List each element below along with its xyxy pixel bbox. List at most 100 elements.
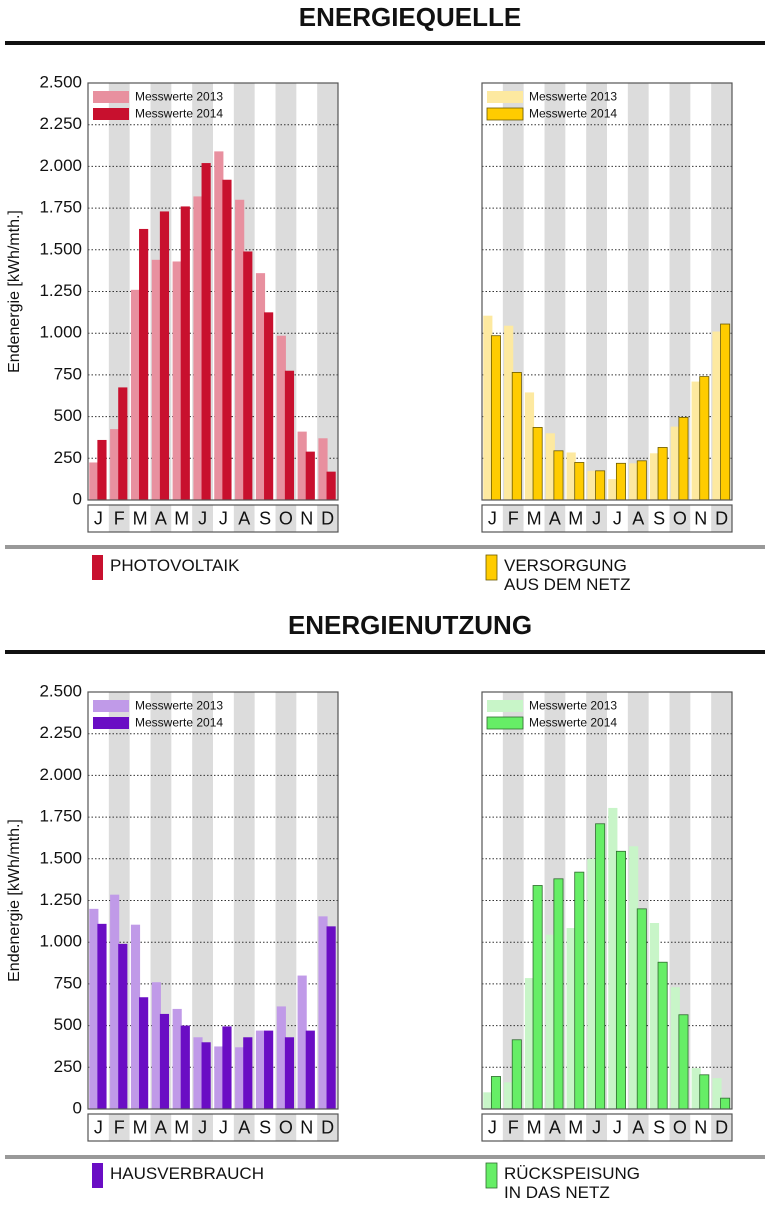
title-marker <box>485 1162 498 1189</box>
x-label-cell <box>129 505 151 532</box>
title-marker <box>92 555 103 580</box>
column-stripe <box>669 83 691 500</box>
x-tick-label: N <box>300 1117 313 1137</box>
bar <box>264 312 274 500</box>
bar <box>193 196 203 500</box>
bar <box>305 1030 315 1109</box>
bar <box>151 259 161 500</box>
bar <box>172 1008 182 1109</box>
legend-swatch <box>486 107 524 121</box>
x-tick-label: J <box>94 1117 103 1137</box>
x-label-cell <box>88 1114 109 1141</box>
bar <box>151 982 161 1109</box>
x-tick-label: D <box>715 508 728 528</box>
bar <box>130 924 141 1109</box>
bar <box>276 1006 286 1109</box>
bar <box>720 1097 731 1110</box>
bar <box>595 470 606 501</box>
x-label-cell <box>627 1114 649 1141</box>
x-label-cell <box>627 505 649 532</box>
bar <box>222 1026 232 1109</box>
bar <box>595 823 606 1110</box>
x-label-cell <box>213 1114 234 1141</box>
y-tick-label: 1.250 <box>39 281 82 300</box>
bar <box>553 450 564 501</box>
column-stripe <box>711 692 732 1109</box>
bar <box>243 251 253 500</box>
bar <box>699 376 710 501</box>
x-label-cell <box>586 1114 607 1141</box>
bar <box>222 179 232 500</box>
bar <box>214 151 224 500</box>
x-label-cell <box>711 505 732 532</box>
x-label-cell <box>502 1114 524 1141</box>
x-tick-label: J <box>613 508 622 528</box>
legend-swatch <box>93 700 129 712</box>
legend-label: Messwerte 2013 <box>529 90 617 104</box>
y-tick-label: 1.250 <box>39 890 82 909</box>
y-tick-label: 1.750 <box>39 198 82 217</box>
x-tick-label: A <box>549 508 561 528</box>
bar <box>574 871 585 1110</box>
chart-title: HAUSVERBRAUCH <box>110 1164 264 1183</box>
bar <box>139 228 149 500</box>
bar <box>284 370 295 500</box>
section-rule <box>5 650 765 654</box>
y-tick-label: 250 <box>54 448 82 467</box>
bar <box>511 1039 522 1110</box>
bar <box>670 426 680 500</box>
bar <box>629 846 639 1109</box>
x-tick-label: M <box>174 1117 189 1137</box>
x-label-cell <box>296 1114 318 1141</box>
bar <box>243 1037 253 1109</box>
chart-title-line: AUS DEM NETZ <box>504 575 631 594</box>
chart-title-line: IN DAS NETZ <box>504 1183 610 1202</box>
x-tick-label: J <box>198 1117 207 1137</box>
legend-swatch <box>93 91 129 103</box>
legend-label: Messwerte 2013 <box>135 699 223 713</box>
bar <box>490 1076 501 1110</box>
legend-label: Messwerte 2013 <box>529 699 617 713</box>
bar <box>524 392 535 500</box>
x-tick-label: F <box>508 1117 519 1137</box>
x-tick-label: A <box>238 508 250 528</box>
x-label-frame <box>87 504 339 533</box>
x-tick-label: M <box>174 508 189 528</box>
column-stripe <box>275 692 297 1109</box>
x-tick-label: S <box>259 1117 271 1137</box>
column-stripe <box>502 692 524 1109</box>
y-tick-label: 750 <box>54 973 82 992</box>
x-tick-label: F <box>508 508 519 528</box>
bar <box>201 1042 211 1109</box>
bar <box>629 463 639 500</box>
y-tick-label: 2.250 <box>39 723 82 742</box>
bar <box>118 387 128 500</box>
bar <box>305 451 315 500</box>
bar <box>574 462 585 501</box>
x-label-cell <box>317 505 338 532</box>
chart-title-line: HAUSVERBRAUCH <box>110 1164 264 1183</box>
divider <box>5 545 765 549</box>
y-tick-label: 2.500 <box>39 681 82 700</box>
bar <box>118 943 128 1109</box>
bar <box>326 471 336 500</box>
x-label-cell <box>648 505 670 532</box>
x-tick-label: J <box>488 508 497 528</box>
x-tick-label: J <box>219 508 228 528</box>
bar <box>712 1078 722 1109</box>
x-label-cell <box>586 505 607 532</box>
section-title: ENERGIENUTZUNG <box>288 610 532 640</box>
x-label-cell <box>669 505 691 532</box>
x-label-cell <box>129 1114 151 1141</box>
chart-title-line: PHOTOVOLTAIK <box>110 556 240 575</box>
bar <box>264 1030 274 1109</box>
x-tick-label: J <box>592 1117 601 1137</box>
bar <box>670 987 680 1109</box>
x-tick-label: J <box>613 1117 622 1137</box>
legend-label: Messwerte 2014 <box>135 716 223 730</box>
bar <box>318 438 328 500</box>
x-label-cell <box>565 505 587 532</box>
x-tick-label: O <box>279 1117 293 1137</box>
legend-label: Messwerte 2014 <box>529 716 617 730</box>
